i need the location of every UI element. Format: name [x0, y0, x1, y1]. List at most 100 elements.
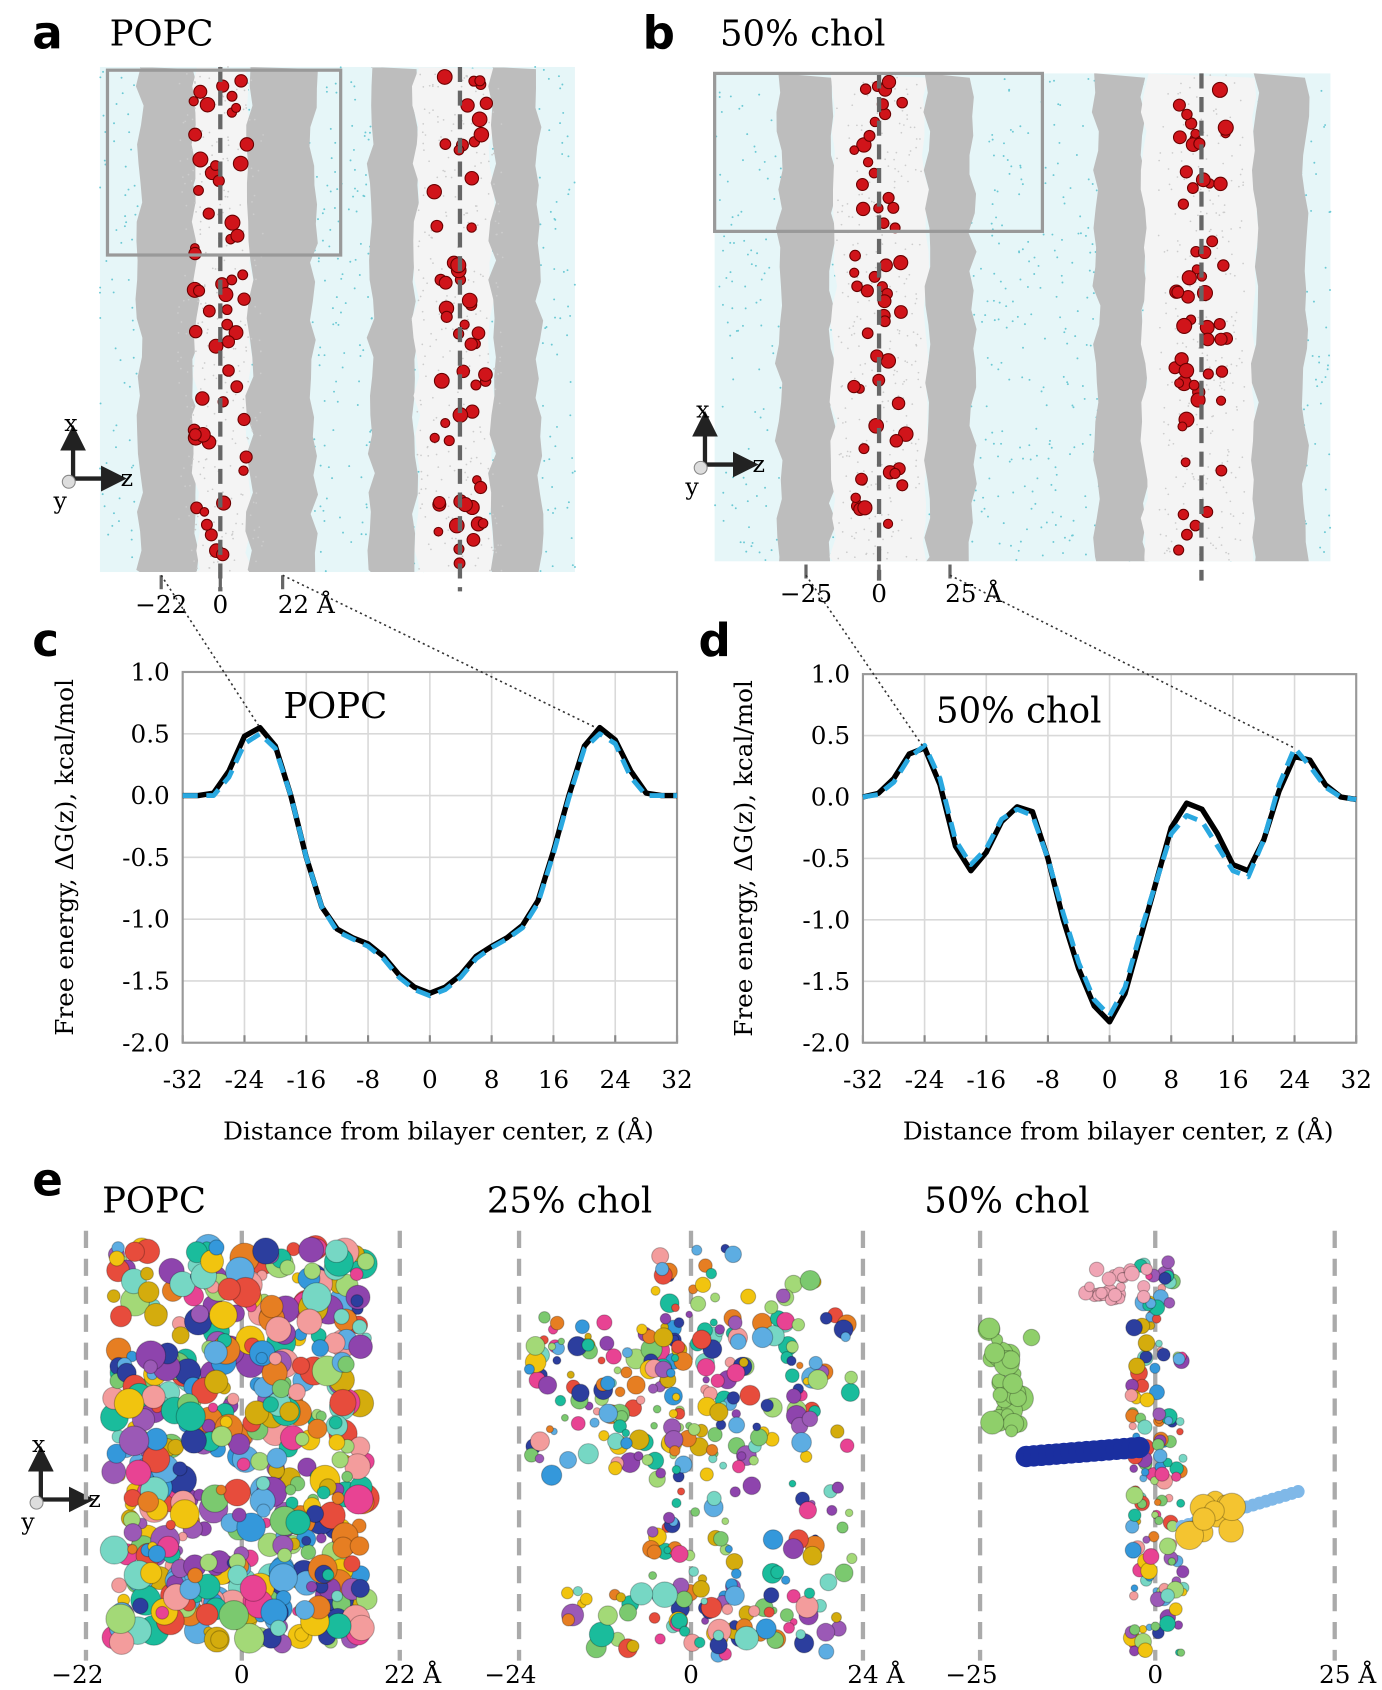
- pore-sphere: [730, 1568, 742, 1580]
- solvent-dot: [986, 356, 989, 359]
- pore-sphere: [1150, 1621, 1161, 1632]
- solvent-dot: [360, 533, 363, 536]
- pore-sphere: [147, 1544, 166, 1563]
- pore-sphere: [687, 1422, 701, 1436]
- solvent-dot: [760, 278, 763, 281]
- solvent-dot: [758, 368, 761, 371]
- lipid-dot: [1219, 377, 1222, 380]
- lipid-dot: [487, 467, 490, 470]
- lipid-dot: [212, 374, 215, 377]
- membrane-band: [774, 73, 838, 562]
- solvent-dot: [573, 181, 576, 184]
- x-tick-label: -8: [356, 1065, 380, 1094]
- solvent-dot: [754, 410, 757, 413]
- solvent-dot: [1076, 310, 1079, 313]
- water-molecule: [429, 432, 440, 443]
- lipid-dot: [185, 228, 188, 230]
- lipid-dot: [1238, 357, 1241, 360]
- lipid-dot: [252, 501, 255, 504]
- lipid-dot: [252, 213, 255, 216]
- lipid-dot: [438, 313, 441, 315]
- solvent-dot: [123, 225, 126, 228]
- pore-sphere: [840, 1382, 860, 1402]
- lipid-dot: [1234, 476, 1237, 479]
- lipid-dot: [858, 418, 861, 421]
- solvent-dot: [369, 125, 372, 128]
- solvent-dot: [997, 495, 1000, 498]
- pore-sphere: [571, 1383, 590, 1403]
- solvent-dot: [125, 221, 128, 224]
- lipid-dot: [898, 330, 901, 332]
- ruler-label: −25: [945, 1660, 997, 1689]
- solvent-dot: [1019, 446, 1022, 449]
- water-molecule: [216, 79, 230, 93]
- pore-sphere: [301, 1282, 332, 1313]
- solvent-dot: [1043, 337, 1046, 340]
- solvent-dot: [1068, 539, 1071, 542]
- pore-sphere: [614, 1386, 626, 1398]
- solvent-dot: [120, 76, 123, 79]
- pore-sphere: [215, 1484, 227, 1496]
- lipid-dot: [1209, 74, 1212, 76]
- lipid-dot: [231, 533, 234, 535]
- lipid-dot: [1238, 185, 1240, 188]
- solvent-dot: [123, 381, 126, 384]
- solvent-dot: [1087, 77, 1090, 80]
- lipid-dot: [493, 378, 496, 380]
- pore-sphere: [1115, 1281, 1126, 1293]
- solvent-dot: [771, 344, 774, 347]
- pore-sphere: [984, 1342, 1006, 1364]
- pore-sphere: [1139, 1392, 1155, 1408]
- lipid-dot: [857, 301, 859, 304]
- lipid-dot: [223, 189, 226, 192]
- pore-sphere: [597, 1605, 619, 1626]
- lipid-dot: [1196, 423, 1198, 426]
- lipid-dot: [1193, 478, 1195, 480]
- lipid-dot: [1208, 190, 1211, 192]
- lipid-dot: [1211, 430, 1214, 432]
- lipid-dot: [201, 321, 204, 323]
- lipid-dot: [185, 204, 188, 207]
- lipid-dot: [1205, 158, 1208, 160]
- lipid-dot: [227, 144, 230, 147]
- lipid-dot: [435, 338, 438, 341]
- lipid-dot: [1199, 210, 1202, 213]
- pore-sphere: [560, 1413, 569, 1422]
- solvent-dot: [569, 414, 572, 417]
- solvent-dot: [103, 159, 106, 162]
- water-molecule: [893, 255, 909, 271]
- pore-sphere: [775, 1288, 791, 1304]
- lipid-dot: [241, 494, 244, 496]
- solvent-dot: [134, 213, 137, 216]
- pore-sphere: [328, 1415, 343, 1430]
- lipid-dot: [464, 471, 467, 474]
- lipid-dot: [898, 332, 901, 335]
- water-molecule: [436, 69, 453, 85]
- solvent-dot: [330, 157, 333, 160]
- lipid-dot: [199, 206, 201, 208]
- solvent-dot: [1003, 78, 1006, 81]
- water-molecule: [1173, 544, 1185, 556]
- lipid-dot: [190, 179, 193, 182]
- solvent-dot: [561, 83, 564, 86]
- pore-sphere: [252, 1237, 280, 1265]
- lipid-dot: [864, 385, 867, 387]
- solvent-dot: [732, 242, 735, 244]
- lipid-dot: [847, 347, 849, 350]
- lipid-dot: [434, 73, 437, 76]
- solvent-dot: [775, 538, 778, 541]
- x-tick-label: 24: [1279, 1065, 1310, 1094]
- lipid-dot: [840, 223, 843, 226]
- solvent-dot: [1019, 278, 1022, 281]
- lipid-dot: [889, 340, 892, 343]
- solvent-dot: [556, 353, 559, 356]
- solvent-dot: [131, 556, 134, 559]
- solvent-dot: [325, 90, 328, 93]
- lipid-dot: [213, 521, 215, 523]
- solvent-dot: [759, 298, 762, 301]
- pore-sphere: [712, 1629, 725, 1642]
- solvent-dot: [557, 75, 560, 78]
- lipid-dot: [457, 391, 459, 394]
- lipid-dot: [437, 466, 440, 468]
- solvent-dot: [1054, 489, 1057, 492]
